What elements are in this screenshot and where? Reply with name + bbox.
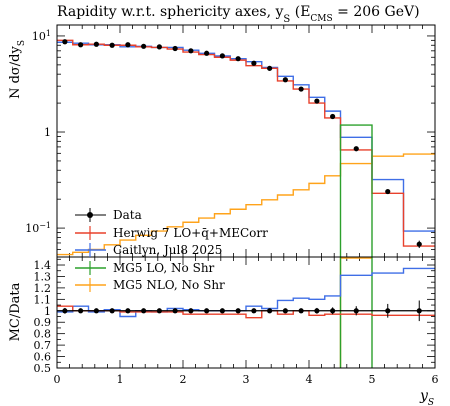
ratio-y-tick-label: 0.5 bbox=[34, 362, 52, 375]
data-point bbox=[141, 43, 147, 49]
main-y-label-text: N dσ/dyS bbox=[8, 40, 27, 99]
series-mg5-nlo-line bbox=[57, 153, 435, 256]
x-tick-label: 1 bbox=[117, 373, 124, 386]
ratio-data-point bbox=[109, 308, 115, 314]
data-point bbox=[109, 42, 115, 48]
ratio-y-label-text: MC/Data bbox=[8, 282, 23, 341]
ratio-y-tick-label: 0.6 bbox=[34, 351, 52, 364]
legend-label: Herwig 7 LO+q̄+MECorr bbox=[113, 226, 268, 240]
data-point bbox=[219, 53, 225, 59]
ratio-panel: 0.50.60.70.80.911.11.21.31.40 1 2 3 4 5 6 bbox=[34, 256, 439, 386]
main-series-layer bbox=[57, 39, 435, 257]
data-point bbox=[330, 113, 336, 120]
ratio-data-point bbox=[385, 308, 391, 314]
ratio-data-point bbox=[78, 308, 84, 314]
x-tick-label: 3 bbox=[243, 373, 250, 386]
x-tick-label: 6 bbox=[432, 373, 439, 386]
main-y-axis-label: N dσ/dyS bbox=[8, 40, 27, 99]
ratio-y-tick-label: 0.9 bbox=[34, 316, 52, 329]
ratio-data-point bbox=[235, 308, 241, 314]
ratio-data-point bbox=[416, 308, 422, 314]
data-point bbox=[416, 241, 422, 247]
ratio-y-tick-label: 1.1 bbox=[34, 293, 52, 306]
ratio-y-tick-label: 0.7 bbox=[34, 339, 52, 352]
ratio-data-point bbox=[267, 308, 273, 314]
ratio-data-point bbox=[62, 308, 68, 314]
data-point bbox=[78, 42, 84, 48]
data-point bbox=[314, 98, 320, 104]
ratio-data-point bbox=[219, 308, 225, 314]
data-point bbox=[267, 65, 273, 71]
ratio-data-point bbox=[282, 308, 288, 314]
series-caitlyn-line bbox=[57, 41, 435, 232]
ratio-data-point bbox=[156, 308, 162, 314]
x-tick-label: 5 bbox=[369, 373, 376, 386]
ratio-y-tick-label: 1 bbox=[44, 305, 51, 318]
data-point bbox=[235, 56, 241, 62]
ratio-frame bbox=[56, 256, 436, 369]
data-point bbox=[204, 50, 210, 56]
ratio-y-axis-label: MC/Data bbox=[8, 282, 23, 341]
main-y-tick-label: 10−1 bbox=[25, 221, 51, 236]
legend-label: MG5 LO, No Shr bbox=[113, 261, 215, 275]
main-y-tick-label: 101 bbox=[32, 28, 51, 43]
x-label-text: yS bbox=[419, 388, 434, 406]
data-point bbox=[172, 45, 178, 52]
ratio-data-point bbox=[172, 308, 178, 314]
ratio-y-tick-label: 0.8 bbox=[34, 328, 52, 341]
ratio-y-tick-label: 1.2 bbox=[34, 282, 52, 295]
data-point bbox=[188, 48, 194, 54]
ratio-data-point bbox=[251, 308, 257, 314]
ratio-data-point bbox=[188, 308, 194, 314]
data-point bbox=[125, 42, 131, 48]
data-point bbox=[353, 146, 359, 152]
ratio-y-tick-label: 1.4 bbox=[34, 259, 52, 272]
chart-title: Rapidity w.r.t. sphericity axes, yS (ECM… bbox=[57, 4, 420, 25]
data-point bbox=[156, 44, 162, 50]
ratio-data-point bbox=[141, 308, 147, 314]
data-point bbox=[62, 39, 68, 45]
data-point bbox=[298, 86, 304, 92]
ratio-data-point bbox=[204, 308, 210, 314]
ratio-data-point bbox=[353, 308, 359, 314]
data-point bbox=[93, 41, 99, 47]
data-point bbox=[282, 77, 288, 83]
main-panel: 10−1 1 101 bbox=[25, 24, 436, 258]
series-herwig-line bbox=[57, 39, 435, 247]
x-tick-label: 2 bbox=[180, 373, 187, 386]
series-mg5-lo-line bbox=[339, 124, 373, 257]
ratio-data-point bbox=[125, 308, 131, 314]
main-y-tick-label: 1 bbox=[44, 126, 51, 139]
legend-label: Data bbox=[113, 208, 142, 222]
ratio-series-layer bbox=[57, 257, 435, 368]
ratio-y-tick-label: 1.3 bbox=[34, 270, 52, 283]
ratio-data-point bbox=[93, 308, 99, 314]
ratio-data-point bbox=[314, 308, 320, 314]
legend-data-marker bbox=[87, 212, 93, 218]
ratio-data-point bbox=[298, 308, 304, 314]
legend: Data Herwig 7 LO+q̄+MECorr Caitlyn, Jul8 2… bbox=[75, 208, 268, 292]
data-point bbox=[251, 60, 257, 66]
x-tick-label: 0 bbox=[54, 373, 61, 386]
legend-label: MG5 NLO, No Shr bbox=[113, 278, 225, 292]
data-point bbox=[385, 188, 391, 195]
x-axis-label: yS bbox=[419, 388, 434, 406]
x-tick-label: 4 bbox=[306, 373, 313, 386]
ratio-data-point bbox=[330, 308, 336, 314]
legend-label: Caitlyn, Jul8 2025 bbox=[113, 243, 222, 257]
